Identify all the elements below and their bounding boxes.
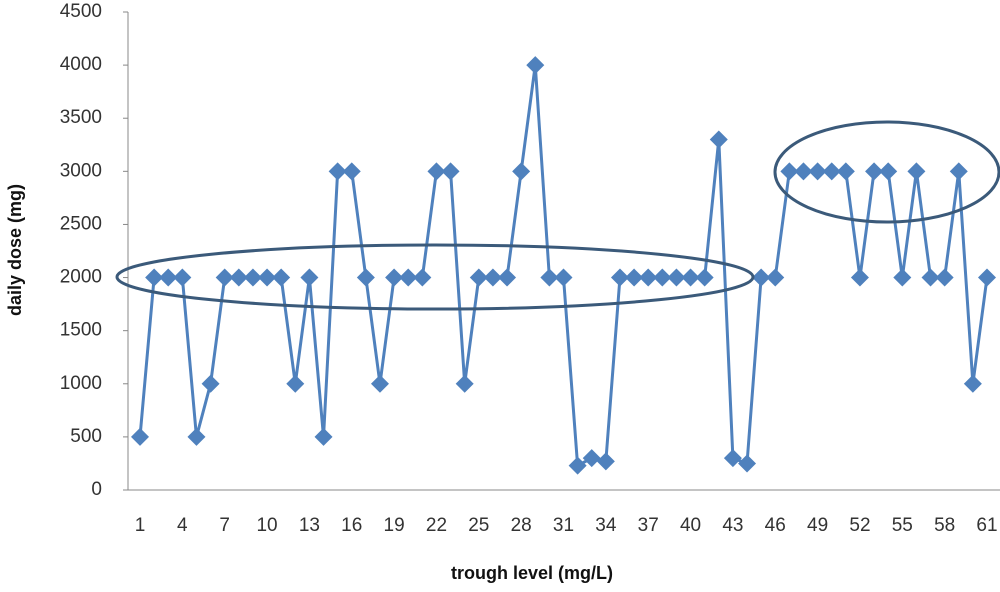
data-point bbox=[229, 268, 248, 287]
x-tick-label: 25 bbox=[468, 515, 489, 536]
data-point bbox=[272, 268, 291, 287]
y-tick-label: 2500 bbox=[60, 213, 102, 234]
data-point bbox=[385, 268, 404, 287]
data-point bbox=[667, 268, 686, 287]
data-point bbox=[921, 268, 940, 287]
x-tick-label: 55 bbox=[892, 515, 913, 536]
data-point bbox=[399, 268, 418, 287]
x-tick-label: 58 bbox=[934, 515, 955, 536]
x-tick-label: 22 bbox=[426, 515, 447, 536]
data-point bbox=[723, 449, 742, 468]
data-point bbox=[328, 162, 347, 181]
data-point bbox=[145, 268, 164, 287]
data-point bbox=[314, 427, 333, 446]
x-tick-label: 52 bbox=[849, 515, 870, 536]
data-point bbox=[907, 162, 926, 181]
x-tick-label: 16 bbox=[341, 515, 362, 536]
x-tick-label: 40 bbox=[680, 515, 701, 536]
plot bbox=[131, 56, 996, 475]
data-line bbox=[138, 64, 989, 468]
data-point bbox=[893, 268, 912, 287]
data-point bbox=[582, 449, 601, 468]
data-point bbox=[752, 268, 771, 287]
y-axis-title: daily dose (mg) bbox=[5, 184, 25, 316]
data-point bbox=[865, 162, 884, 181]
data-point bbox=[512, 162, 531, 181]
y-tick-label: 4500 bbox=[60, 1, 102, 22]
y-tick-label: 1000 bbox=[60, 373, 102, 394]
data-point bbox=[441, 162, 460, 181]
data-point bbox=[963, 374, 982, 393]
data-point bbox=[201, 374, 220, 393]
data-point bbox=[568, 456, 587, 475]
data-point bbox=[695, 268, 714, 287]
y-tick-label: 3500 bbox=[60, 107, 102, 128]
x-tick-label: 37 bbox=[638, 515, 659, 536]
data-point bbox=[949, 162, 968, 181]
x-tick-label: 19 bbox=[384, 515, 405, 536]
data-point bbox=[822, 162, 841, 181]
data-point bbox=[808, 162, 827, 181]
data-point bbox=[766, 268, 785, 287]
data-point bbox=[286, 374, 305, 393]
data-point bbox=[215, 268, 234, 287]
data-point bbox=[935, 268, 954, 287]
x-tick-label: 1 bbox=[135, 515, 146, 536]
data-point bbox=[483, 268, 502, 287]
data-point bbox=[159, 268, 178, 287]
y-tick-label: 0 bbox=[91, 479, 102, 500]
data-point bbox=[243, 268, 262, 287]
data-point bbox=[850, 268, 869, 287]
data-point bbox=[639, 268, 658, 287]
x-tick-label: 7 bbox=[219, 515, 230, 536]
data-point bbox=[131, 427, 149, 446]
data-point bbox=[300, 268, 319, 287]
data-point bbox=[738, 454, 757, 473]
data-point bbox=[794, 162, 813, 181]
x-tick-label: 46 bbox=[765, 515, 786, 536]
data-point bbox=[356, 268, 375, 287]
data-point bbox=[554, 268, 573, 287]
data-point bbox=[469, 268, 488, 287]
data-point bbox=[455, 374, 474, 393]
data-point bbox=[625, 268, 644, 287]
x-tick-label: 31 bbox=[553, 515, 574, 536]
data-point bbox=[540, 268, 559, 287]
x-tick-label: 61 bbox=[976, 515, 997, 536]
y-tick-label: 3000 bbox=[60, 160, 102, 181]
x-tick-label: 10 bbox=[256, 515, 277, 536]
data-point bbox=[187, 427, 206, 446]
x-tick-label: 4 bbox=[177, 515, 188, 536]
data-point bbox=[681, 268, 700, 287]
data-point bbox=[836, 162, 855, 181]
data-point bbox=[653, 268, 672, 287]
data-point bbox=[709, 130, 728, 149]
x-tick-label: 13 bbox=[299, 515, 320, 536]
data-point bbox=[879, 162, 898, 181]
data-point bbox=[780, 162, 799, 181]
highlight-ellipse bbox=[773, 120, 1000, 224]
data-point bbox=[596, 452, 615, 471]
y-tick-label: 2000 bbox=[60, 267, 102, 288]
x-axis-title: trough level (mg/L) bbox=[451, 563, 613, 583]
data-point bbox=[526, 56, 545, 75]
x-tick-label: 49 bbox=[807, 515, 828, 536]
data-point bbox=[413, 268, 432, 287]
y-tick-label: 500 bbox=[70, 426, 102, 447]
x-tick-label: 28 bbox=[511, 515, 532, 536]
data-point bbox=[498, 268, 517, 287]
data-point bbox=[342, 162, 361, 181]
x-tick-label: 43 bbox=[722, 515, 743, 536]
data-point bbox=[978, 268, 996, 287]
data-point bbox=[370, 374, 389, 393]
data-point bbox=[610, 268, 629, 287]
data-point bbox=[173, 268, 192, 287]
y-tick-label: 1500 bbox=[60, 320, 102, 341]
highlight-ellipse bbox=[115, 243, 755, 311]
data-point bbox=[427, 162, 446, 181]
data-point bbox=[258, 268, 277, 287]
y-tick-label: 4000 bbox=[60, 54, 102, 75]
x-tick-label: 34 bbox=[595, 515, 617, 536]
